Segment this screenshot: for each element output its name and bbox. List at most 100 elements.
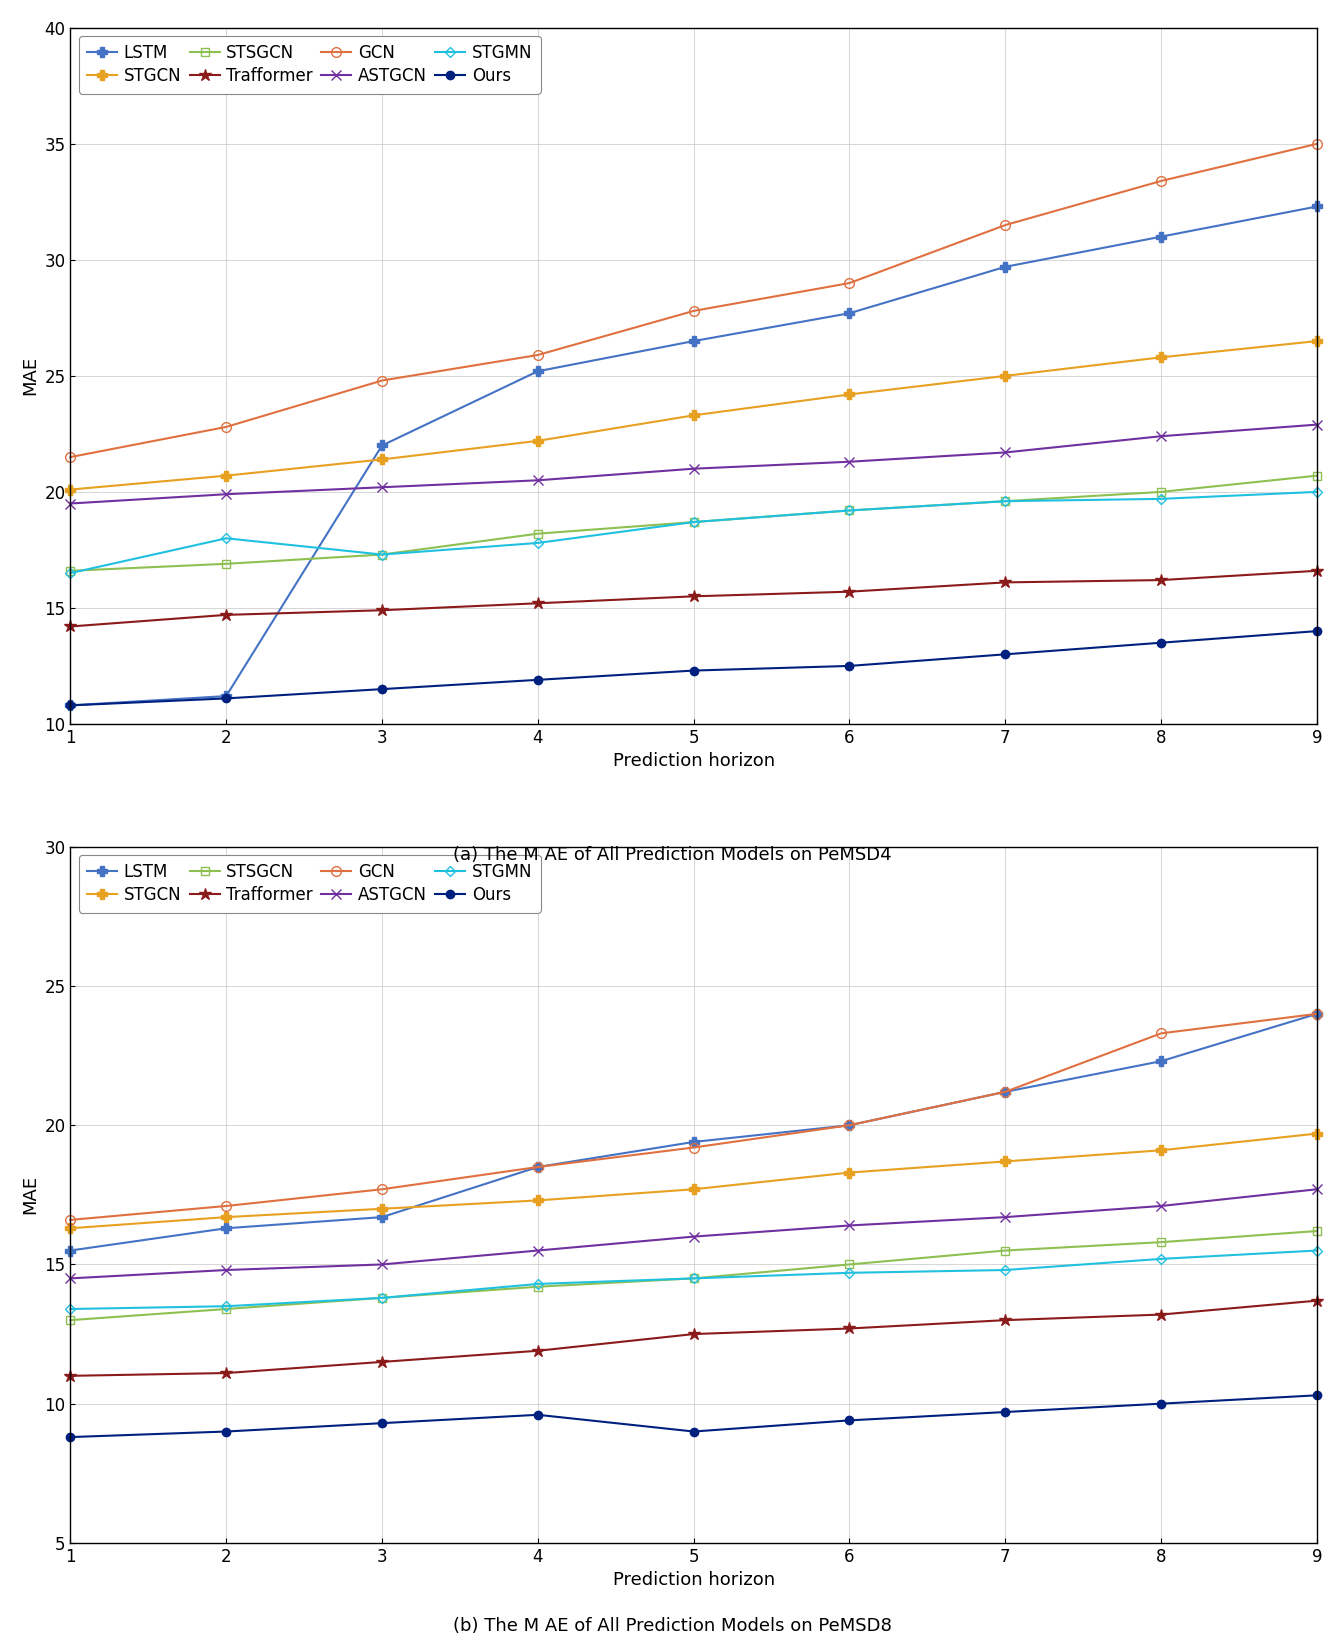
Ours <box>218 1421 234 1441</box>
STSGCN <box>997 491 1013 511</box>
LSTM <box>1309 197 1325 217</box>
STSGCN <box>62 560 78 580</box>
GCN <box>1309 135 1325 154</box>
Y-axis label: MAE: MAE <box>22 1175 39 1214</box>
GCN <box>1153 171 1169 191</box>
Line: STGCN: STGCN <box>66 1129 1321 1234</box>
Line: LSTM: LSTM <box>66 1009 1321 1255</box>
Trafformer <box>62 1365 78 1385</box>
LSTM <box>530 361 546 381</box>
ASTGCN <box>1153 1196 1169 1216</box>
STGMN <box>841 501 857 521</box>
STGMN <box>374 545 390 565</box>
ASTGCN <box>62 1268 78 1288</box>
ASTGCN <box>841 1216 857 1236</box>
STGCN <box>1153 1140 1169 1160</box>
STGMN <box>1309 481 1325 501</box>
Line: STSGCN: STSGCN <box>66 472 1321 575</box>
STGCN <box>685 406 702 426</box>
ASTGCN <box>62 493 78 513</box>
STGCN <box>841 384 857 404</box>
STGCN <box>1309 1124 1325 1144</box>
STGCN <box>62 1219 78 1239</box>
STGCN <box>530 1191 546 1211</box>
Ours <box>1309 621 1325 641</box>
STGMN <box>62 1300 78 1319</box>
GCN <box>62 447 78 467</box>
Ours <box>62 1428 78 1447</box>
Line: STGCN: STGCN <box>66 337 1321 495</box>
STGMN <box>530 1273 546 1293</box>
ASTGCN <box>1309 1180 1325 1199</box>
ASTGCN <box>530 470 546 490</box>
STGMN <box>218 1296 234 1316</box>
X-axis label: Prediction horizon: Prediction horizon <box>613 1571 774 1589</box>
ASTGCN <box>218 485 234 504</box>
LSTM <box>530 1157 546 1176</box>
LSTM <box>218 687 234 706</box>
STGCN <box>997 366 1013 386</box>
Ours <box>685 1421 702 1441</box>
STSGCN <box>530 1277 546 1296</box>
Ours <box>374 679 390 698</box>
STGMN <box>841 1263 857 1283</box>
STGMN <box>685 1268 702 1288</box>
ASTGCN <box>530 1240 546 1260</box>
STGMN <box>997 1260 1013 1280</box>
Line: LSTM: LSTM <box>66 202 1321 710</box>
LSTM <box>218 1219 234 1239</box>
STSGCN <box>1309 1221 1325 1240</box>
STSGCN <box>218 554 234 573</box>
Trafformer <box>374 1352 390 1372</box>
Ours <box>374 1413 390 1433</box>
STSGCN <box>841 1255 857 1275</box>
ASTGCN <box>218 1260 234 1280</box>
Trafformer <box>374 600 390 619</box>
Trafformer <box>841 1319 857 1339</box>
STGCN <box>1309 332 1325 352</box>
LSTM <box>374 1208 390 1227</box>
GCN <box>841 1116 857 1135</box>
LSTM <box>685 1132 702 1152</box>
Trafformer <box>530 593 546 613</box>
STSGCN <box>374 1288 390 1308</box>
Ours <box>841 656 857 675</box>
LSTM <box>685 332 702 352</box>
Ours <box>530 670 546 690</box>
Ours <box>62 695 78 715</box>
LSTM <box>1153 1052 1169 1071</box>
ASTGCN <box>997 1208 1013 1227</box>
Ours <box>1309 1385 1325 1405</box>
Legend: LSTM, STGCN, STSGCN, Trafformer, GCN, ASTGCN, STGMN, Ours: LSTM, STGCN, STSGCN, Trafformer, GCN, AS… <box>79 36 540 94</box>
STSGCN <box>1153 481 1169 501</box>
STGCN <box>685 1180 702 1199</box>
Line: STGMN: STGMN <box>67 1247 1320 1313</box>
Line: GCN: GCN <box>66 1009 1321 1224</box>
Line: GCN: GCN <box>66 140 1321 462</box>
STGMN <box>1309 1240 1325 1260</box>
LSTM <box>841 304 857 324</box>
Trafformer <box>218 1364 234 1383</box>
Line: ASTGCN: ASTGCN <box>66 1185 1321 1283</box>
ASTGCN <box>997 442 1013 462</box>
STGCN <box>218 467 234 486</box>
STSGCN <box>841 501 857 521</box>
Legend: LSTM, STGCN, STSGCN, Trafformer, GCN, ASTGCN, STGMN, Ours: LSTM, STGCN, STSGCN, Trafformer, GCN, AS… <box>79 854 540 914</box>
Ours <box>530 1405 546 1424</box>
ASTGCN <box>685 458 702 478</box>
Ours <box>841 1411 857 1431</box>
ASTGCN <box>1309 414 1325 434</box>
Ours <box>997 644 1013 664</box>
GCN <box>218 1196 234 1216</box>
STSGCN <box>685 1268 702 1288</box>
GCN <box>997 1083 1013 1102</box>
STGMN <box>1153 490 1169 509</box>
Line: Trafformer: Trafformer <box>65 565 1322 633</box>
Line: Ours: Ours <box>66 1392 1321 1441</box>
X-axis label: Prediction horizon: Prediction horizon <box>613 752 774 771</box>
GCN <box>1309 1004 1325 1024</box>
GCN <box>530 345 546 365</box>
ASTGCN <box>841 452 857 472</box>
STGCN <box>62 480 78 499</box>
Text: (b) The M AE of All Prediction Models on PeMSD8: (b) The M AE of All Prediction Models on… <box>453 1617 891 1635</box>
